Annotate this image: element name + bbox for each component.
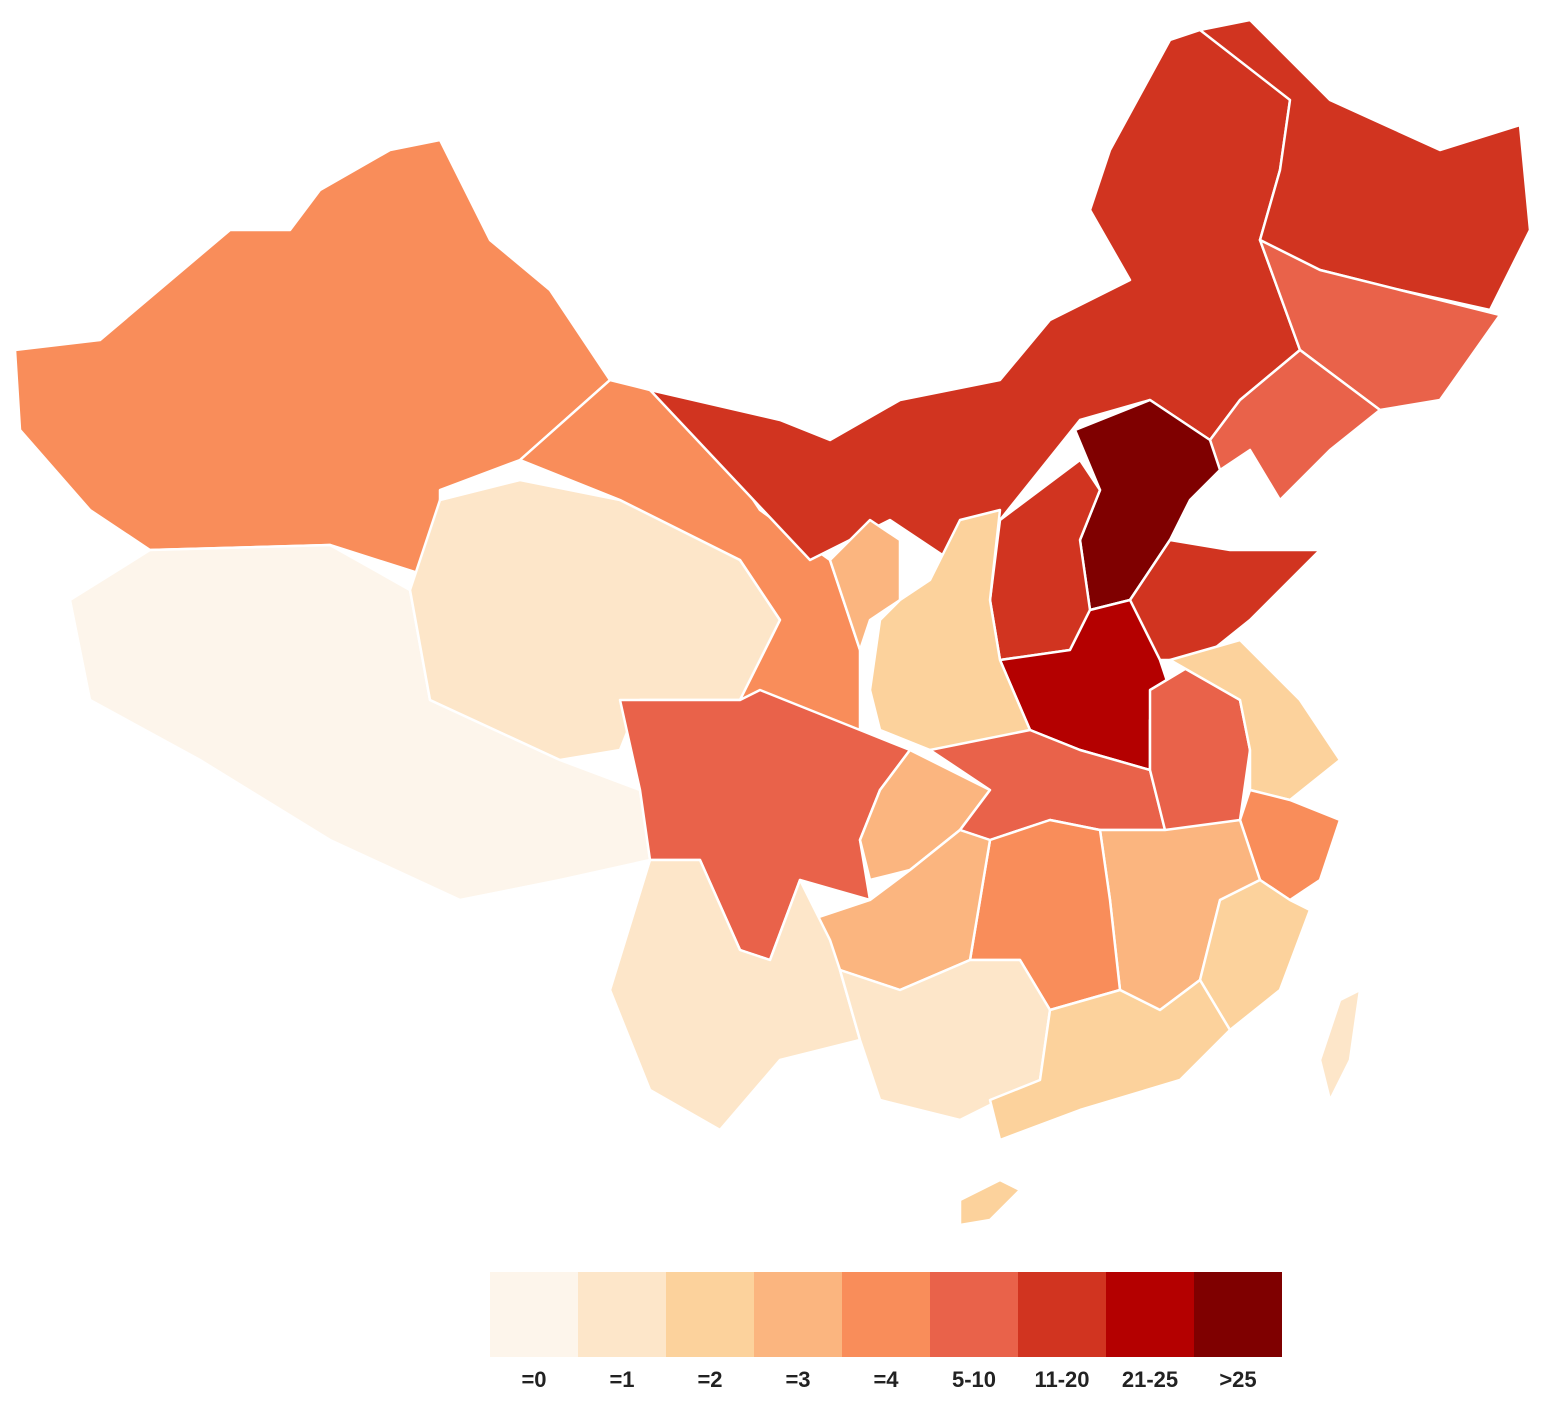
region [1128, 538, 1322, 662]
legend-label: =0 [521, 1367, 546, 1392]
region [1198, 18, 1532, 312]
legend-label: =3 [785, 1367, 810, 1392]
legend-swatch [1194, 1272, 1282, 1357]
legend-label: 11-20 [1034, 1367, 1089, 1392]
legend-swatch [666, 1272, 754, 1357]
region [988, 978, 1232, 1142]
legend-swatch [1106, 1272, 1194, 1357]
legend: =0 =1 =2 =3 =4 5-10 11-20 21-25 >25 [490, 1272, 1282, 1392]
region [868, 508, 1032, 762]
legend-swatch [930, 1272, 1018, 1357]
region [1318, 988, 1362, 1102]
region [1208, 348, 1382, 502]
legend-label: =2 [697, 1367, 722, 1392]
region [958, 1178, 1022, 1227]
legend-label: =1 [609, 1367, 634, 1392]
legend-swatch [578, 1272, 666, 1357]
legend-swatch [1018, 1272, 1106, 1357]
legend-label: 5-10 [952, 1367, 996, 1392]
legend-label: >25 [1219, 1367, 1256, 1392]
legend-swatch [842, 1272, 930, 1357]
region [13, 138, 612, 582]
legend-label: 21-25 [1122, 1367, 1178, 1392]
legend-label: =4 [873, 1367, 899, 1392]
legend-swatch [754, 1272, 842, 1357]
legend-swatch [490, 1272, 578, 1357]
regions [13, 18, 1532, 1227]
